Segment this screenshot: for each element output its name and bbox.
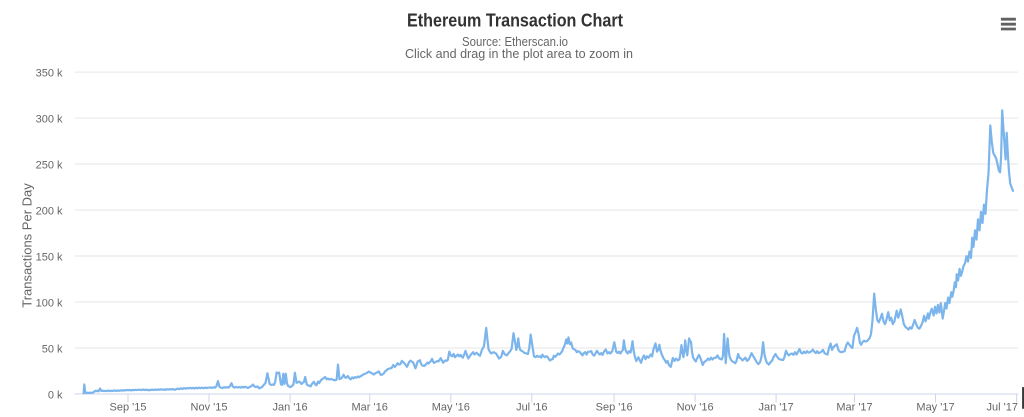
svg-text:Jul '16: Jul '16 <box>516 402 547 414</box>
svg-text:300 k: 300 k <box>36 114 63 126</box>
svg-text:50 k: 50 k <box>42 344 63 356</box>
svg-text:May '17: May '17 <box>916 402 954 414</box>
svg-text:200 k: 200 k <box>36 206 63 218</box>
svg-text:May '16: May '16 <box>432 402 470 414</box>
svg-text:Transactions Per Day: Transactions Per Day <box>20 183 35 308</box>
svg-text:Jul '17: Jul '17 <box>987 402 1018 414</box>
svg-text:350 k: 350 k <box>36 68 63 80</box>
svg-text:Ethereum Transaction Chart: Ethereum Transaction Chart <box>407 11 623 31</box>
svg-text:Source: Etherscan.io: Source: Etherscan.io <box>462 35 568 49</box>
svg-text:0 k: 0 k <box>48 390 63 402</box>
svg-text:Sep '16: Sep '16 <box>596 402 633 414</box>
svg-text:150 k: 150 k <box>36 252 63 264</box>
svg-text:100 k: 100 k <box>36 298 63 310</box>
svg-text:Jan '17: Jan '17 <box>759 402 794 414</box>
svg-text:Jan '16: Jan '16 <box>273 402 308 414</box>
svg-text:Click and drag in the plot are: Click and drag in the plot area to zoom … <box>405 47 633 61</box>
svg-text:Nov '16: Nov '16 <box>677 402 714 414</box>
svg-text:Mar '16: Mar '16 <box>352 402 388 414</box>
svg-text:Mar '17: Mar '17 <box>836 402 872 414</box>
svg-text:Nov '15: Nov '15 <box>191 402 228 414</box>
svg-text:250 k: 250 k <box>36 160 63 172</box>
svg-text:Sep '15: Sep '15 <box>110 402 147 414</box>
